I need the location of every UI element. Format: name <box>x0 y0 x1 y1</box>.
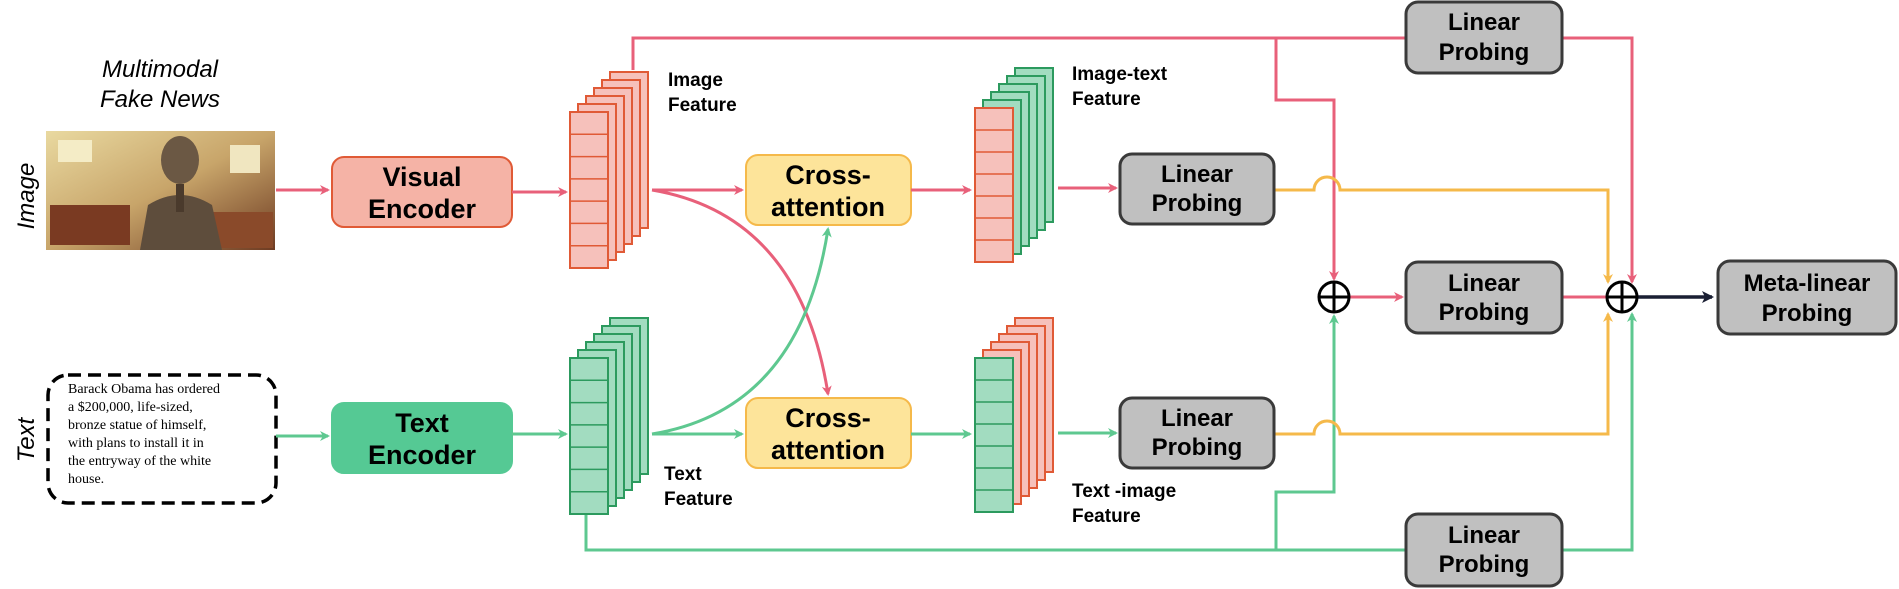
side-label-image: Image <box>13 163 40 230</box>
news-text-line: a $200,000, life-sized, <box>68 400 193 415</box>
news-text-box <box>46 373 278 505</box>
image-feature-label-2: Feature <box>668 95 737 116</box>
text-image-feature-stack <box>974 317 1054 513</box>
linear-probe-text-image-label-1: Linear <box>1161 405 1233 432</box>
linear-probe-bottom-label-2: Probing <box>1439 551 1530 578</box>
news-text: Barack Obama has ordered a $200,000, lif… <box>68 382 220 487</box>
title-line-1: Multimodal <box>102 56 219 83</box>
linear-probe-concat-label-1: Linear <box>1448 270 1520 297</box>
text-encoder-label-2: Encoder <box>368 440 477 470</box>
text-feature-label-2: Feature <box>664 489 733 510</box>
concat-operator-right <box>1605 280 1639 314</box>
text-image-feature-label-1: Text -image <box>1072 481 1176 502</box>
text-feature-label-1: Text <box>664 464 702 485</box>
linear-probe-concat-label-2: Probing <box>1439 299 1530 326</box>
probe-output-lines <box>1274 175 1613 436</box>
cross-attention-bottom-label-1: Cross- <box>785 403 871 433</box>
image-flow-lines <box>276 36 1637 396</box>
image-text-feature-stack <box>974 67 1054 263</box>
image-feature-stack <box>569 71 649 269</box>
meta-linear-probe: Meta-linear Probing <box>1716 259 1898 336</box>
news-text-line: the entryway of the white <box>68 454 211 469</box>
news-text-line: house. <box>68 472 104 487</box>
side-label-text: Text <box>13 416 40 462</box>
concat-operator-left <box>1317 280 1351 314</box>
linear-probe-top-label-2: Probing <box>1439 39 1530 66</box>
image-text-feature-label-1: Image-text <box>1072 64 1168 85</box>
image-feature-label-1: Image <box>668 70 723 91</box>
text-encoder-label-1: Text <box>395 408 449 438</box>
linear-probe-text-image: Linear Probing <box>1118 396 1276 470</box>
visual-encoder-label-1: Visual <box>382 162 461 192</box>
text-image-feature-label-2: Feature <box>1072 506 1141 527</box>
cross-attention-top-label-1: Cross- <box>785 160 871 190</box>
linear-probe-text-image-label-2: Probing <box>1152 434 1243 461</box>
meta-linear-probe-label-2: Probing <box>1762 300 1853 327</box>
news-text-line: bronze statue of himself, <box>68 418 206 433</box>
feature-stacks <box>569 67 1054 515</box>
linear-probe-image-text-label-2: Probing <box>1152 190 1243 217</box>
news-text-line: Barack Obama has ordered <box>68 382 220 397</box>
title-line-2: Fake News <box>100 86 220 113</box>
text-flow-lines <box>276 227 1637 552</box>
linear-probe-top-label-1: Linear <box>1448 9 1520 36</box>
linear-probe-image-text: Linear Probing <box>1118 152 1276 226</box>
linear-probe-concat: Linear Probing <box>1404 260 1564 335</box>
image-text-feature-label-2: Feature <box>1072 89 1141 110</box>
linear-probe-bottom: Linear Probing <box>1404 512 1564 588</box>
linear-probe-bottom-label-1: Linear <box>1448 522 1520 549</box>
cross-attention-bottom-label-2: attention <box>771 435 885 465</box>
news-photo <box>46 131 275 250</box>
linear-probe-image-text-label-1: Linear <box>1161 161 1233 188</box>
linear-probe-top: Linear Probing <box>1404 0 1564 75</box>
news-text-line: with plans to install it in <box>68 436 204 451</box>
visual-encoder-label-2: Encoder <box>368 194 477 224</box>
text-encoder <box>331 402 513 474</box>
meta-linear-probe-label-1: Meta-linear <box>1744 270 1871 297</box>
cross-attention-top-label-2: attention <box>771 192 885 222</box>
text-feature-stack <box>569 317 649 515</box>
